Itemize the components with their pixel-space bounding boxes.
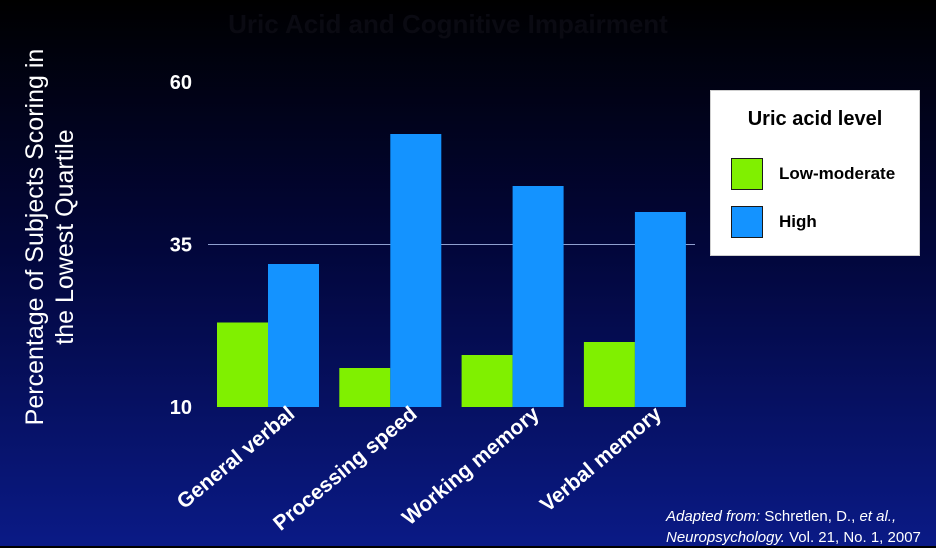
y-tick-label-1: 35 (170, 235, 192, 257)
bar-low-moderate-processing-speed (339, 368, 391, 407)
bar-low-moderate-general-verbal (217, 322, 268, 407)
legend-label-low-moderate: Low-moderate (779, 164, 896, 183)
y-tick-label-0: 10 (170, 397, 192, 419)
source-etal: et al., (859, 508, 897, 525)
legend-swatch-high (731, 206, 763, 238)
y-axis-label-line-1: Percentage of Subjects Scoring in (21, 49, 49, 426)
bar-high-general-verbal (268, 264, 319, 407)
bar-low-moderate-verbal-memory (583, 342, 635, 407)
chart-title: Uric Acid and Cognitive Impairment (228, 9, 668, 39)
y-axis-ticks: 10 35 60 (170, 72, 192, 419)
legend-title: Uric acid level (747, 108, 883, 130)
source-authors: Schretlen, D., (764, 508, 856, 525)
y-axis-label-line-2: the Lowest Quartile (51, 129, 79, 344)
source-journal: Neuropsychology. (666, 529, 785, 546)
source-citation: Adapted from: Schretlen, D., et al., Neu… (666, 506, 934, 548)
y-tick-label-2: 60 (170, 72, 192, 94)
source-details: Vol. 21, No. 1, 2007 (789, 529, 921, 546)
bar-low-moderate-working-memory (461, 355, 513, 407)
source-prefix: Adapted from: (666, 508, 761, 525)
category-label-verbal-memory: Verbal memory (536, 402, 666, 517)
bar-high-processing-speed (390, 134, 442, 407)
legend: Uric acid level Low-moderate High (710, 90, 920, 256)
legend-swatch-low-moderate (731, 158, 763, 190)
bars (217, 134, 686, 407)
bar-high-verbal-memory (634, 212, 686, 407)
source-line-1: Adapted from: Schretlen, D., et al., (666, 506, 934, 527)
bar-high-working-memory (512, 186, 564, 407)
legend-label-high: High (779, 212, 817, 231)
source-line-2: Neuropsychology. Vol. 21, No. 1, 2007 (666, 527, 934, 548)
